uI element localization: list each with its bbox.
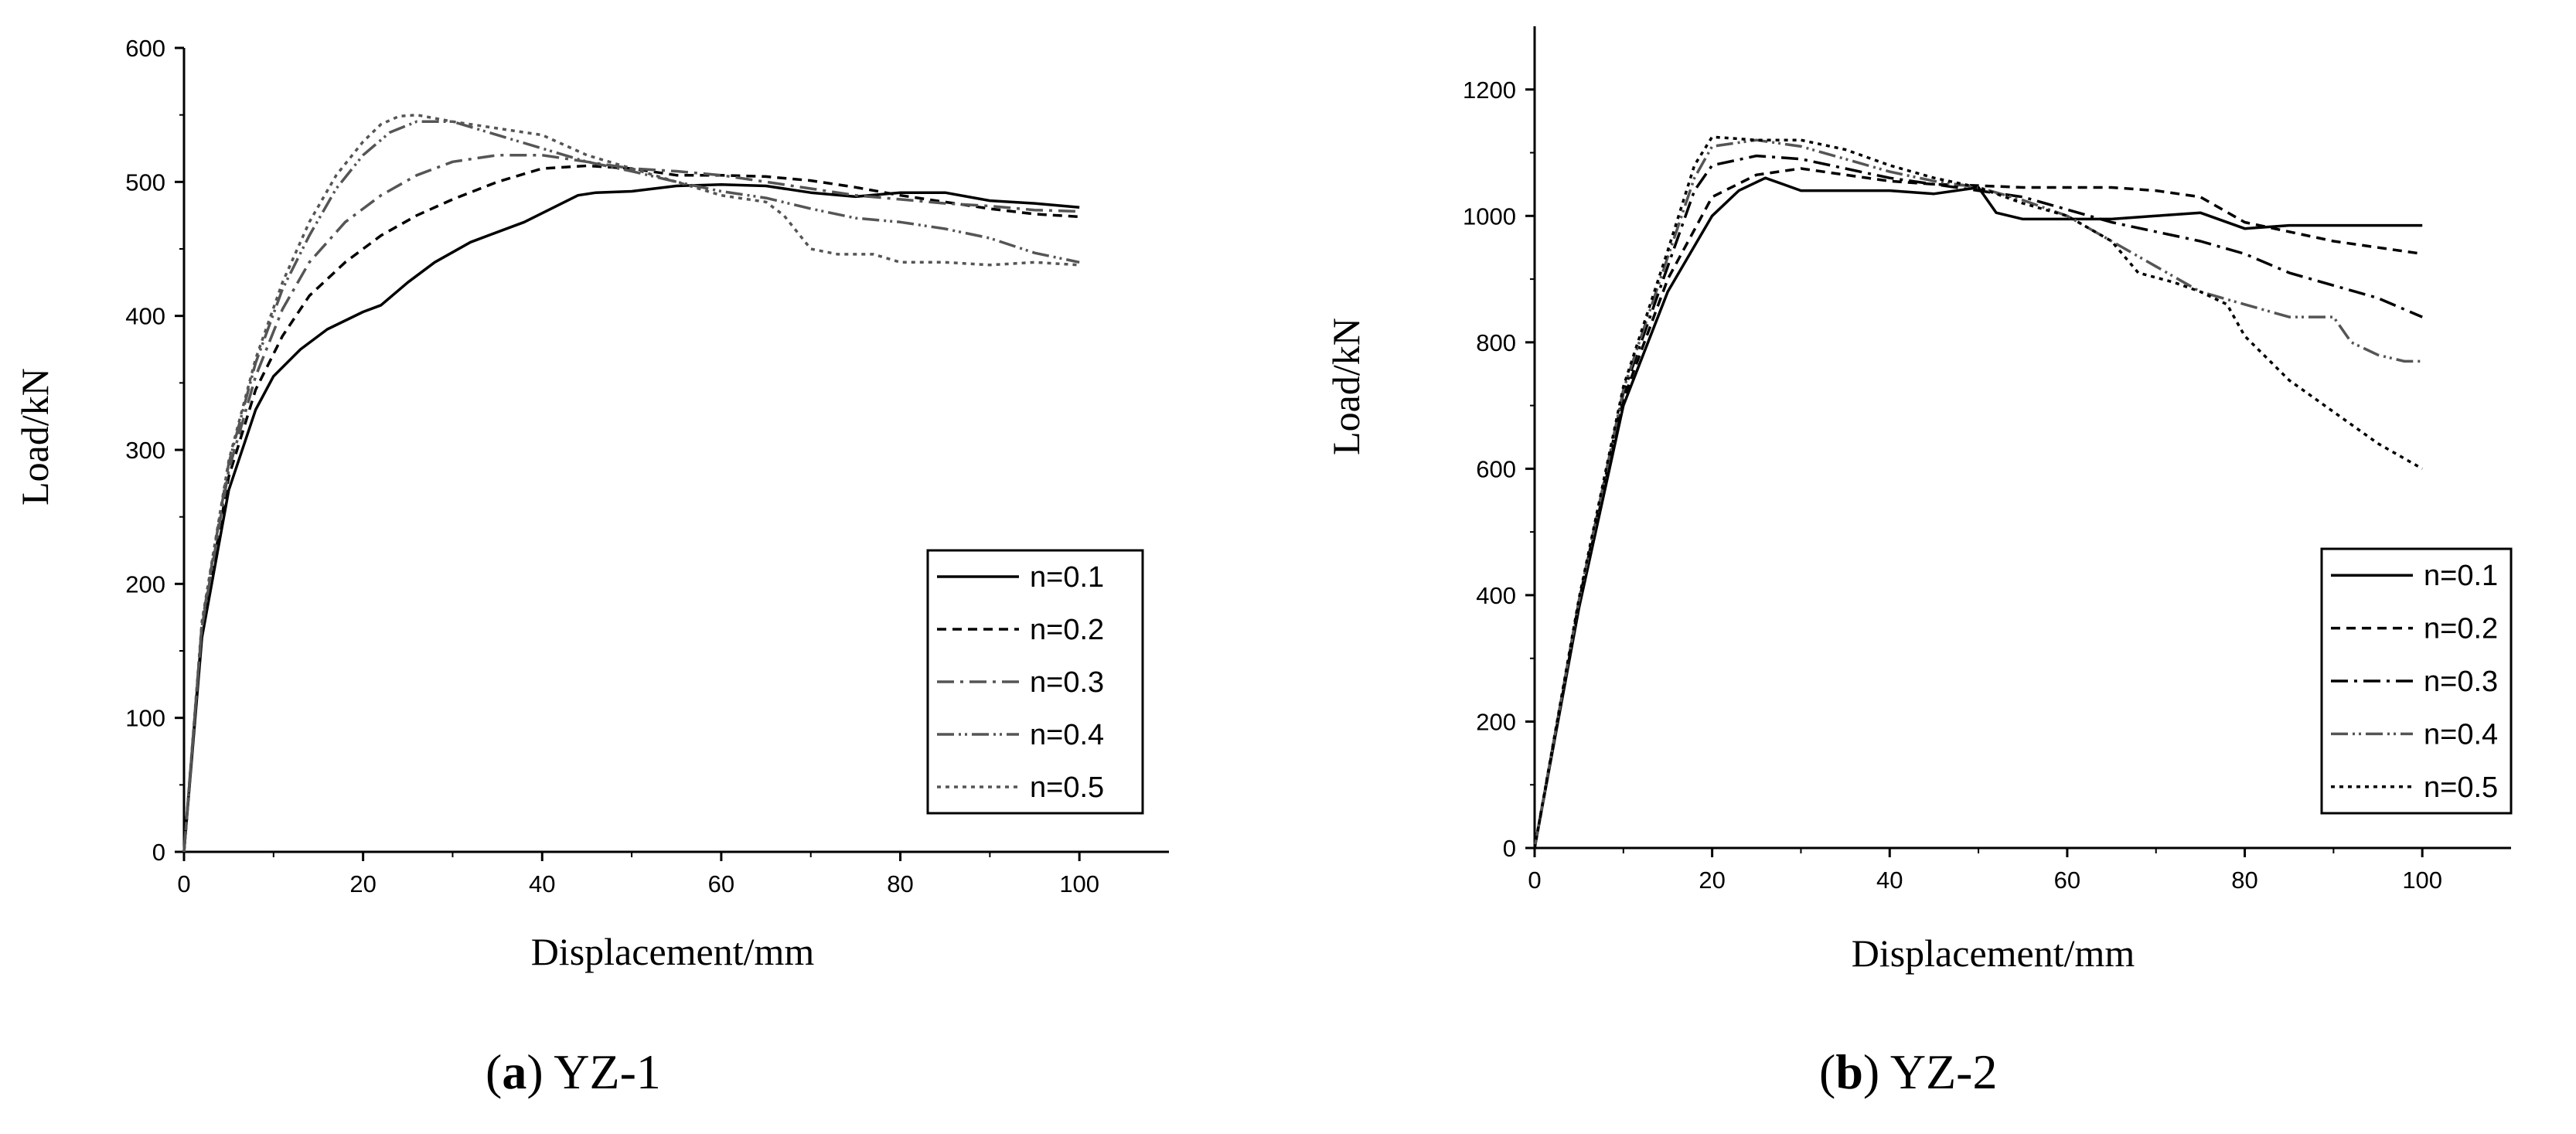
y-tick-label-b: 600: [1476, 455, 1516, 482]
x-tick-label-a: 100: [1059, 870, 1099, 897]
series-line-b-n-0_2: [1533, 167, 2423, 849]
series-line-b-n-0_3: [1533, 154, 2423, 849]
legend-label-a: n=0.5: [1030, 771, 1104, 804]
x-tick-label-b: 80: [2231, 867, 2257, 894]
caption-b-label: b: [1835, 1044, 1863, 1099]
legend-label-a: n=0.1: [1030, 561, 1104, 594]
legend-label-b: n=0.3: [2424, 666, 2498, 698]
legend-label-a: n=0.2: [1030, 614, 1104, 646]
y-tick-label-a: 600: [125, 35, 165, 62]
legend-label-b: n=0.4: [2424, 718, 2498, 751]
legend-label-a: n=0.4: [1030, 719, 1104, 751]
series-line-b-n-0_1: [1533, 176, 2423, 849]
caption-b: (b) YZ-2: [1819, 1044, 1998, 1099]
caption-a-title: YZ-1: [554, 1044, 661, 1099]
x-tick-label-a: 60: [708, 870, 734, 897]
y-tick-label-a: 300: [125, 437, 165, 464]
y-tick-label-b: 200: [1476, 708, 1516, 735]
x-tick-label-b: 40: [1876, 867, 1903, 894]
series-line-a-n-0_3: [182, 153, 1080, 853]
chart-b: 0 200 400 600 800 1000 1200 0 20 40 60 80 100 Displac…: [1324, 26, 2513, 975]
y-tick-label-a: 400: [125, 303, 165, 330]
legend-box-b: [2320, 547, 2513, 815]
series-line-b-n-0_5: [1533, 135, 2424, 849]
x-tick-label-b: 20: [1699, 867, 1725, 894]
y-tick-label-b: 1000: [1463, 203, 1516, 230]
legend-a: n=0.1 n=0.2 n=0.3 n=0.4 n=0.5: [926, 549, 1144, 815]
legend-label-a: n=0.3: [1030, 666, 1104, 699]
y-tick-label-a: 100: [125, 705, 165, 732]
y-tick-label-a: 500: [125, 169, 165, 196]
y-tick-label-b: 1200: [1463, 77, 1516, 104]
y-axis-title-a: Load/kN: [13, 368, 56, 506]
x-axis-title-a: Displacement/mm: [531, 930, 815, 973]
x-tick-label-a: 40: [529, 870, 555, 897]
series-line-a-n-0_2: [182, 164, 1080, 853]
y-tick-label-a: 200: [125, 570, 165, 598]
legend-label-b: n=0.2: [2424, 613, 2498, 645]
x-tick-label-a: 0: [177, 870, 190, 897]
legend-label-b: n=0.5: [2424, 771, 2498, 804]
x-axis-title-b: Displacement/mm: [1852, 931, 2135, 975]
x-tick-label-a: 20: [349, 870, 376, 897]
y-axis-title-b: Load/kN: [1324, 318, 1368, 455]
caption-a: (a) YZ-1: [486, 1044, 661, 1099]
series-line-b-n-0_4: [1533, 138, 2423, 849]
legend-box-a: [926, 549, 1144, 815]
chart-a: 0 100 200 300 400 500 600 0 20 40 60 80 100 Displacem…: [13, 35, 1169, 973]
legend-label-b: n=0.1: [2424, 560, 2498, 592]
y-tick-label-b: 400: [1476, 582, 1516, 609]
caption-a-label: a: [502, 1044, 527, 1099]
x-tick-label-b: 0: [1528, 867, 1541, 894]
x-tick-label-b: 100: [2402, 867, 2442, 894]
x-tick-label-a: 80: [887, 870, 913, 897]
legend-b: n=0.1 n=0.2 n=0.3 n=0.4 n=0.5: [2320, 547, 2513, 815]
series-line-a-n-0_4: [182, 120, 1080, 853]
caption-b-title: YZ-2: [1889, 1044, 1998, 1099]
y-tick-label-a: 0: [152, 839, 165, 866]
series-line-a-n-0_5: [182, 113, 1080, 853]
y-tick-label-b: 800: [1476, 329, 1516, 356]
x-tick-label-b: 60: [2054, 867, 2080, 894]
y-tick-label-b: 0: [1503, 835, 1516, 862]
